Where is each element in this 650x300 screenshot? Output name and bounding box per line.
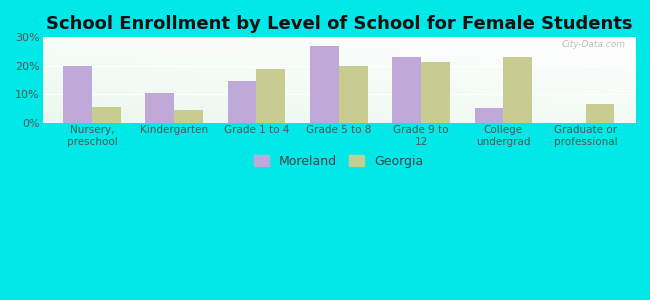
Bar [392, 57, 421, 123]
Legend: Moreland, Georgia: Moreland, Georgia [254, 154, 424, 168]
Text: City-Data.com: City-Data.com [562, 40, 626, 49]
Bar [63, 66, 92, 123]
Bar [586, 104, 614, 123]
Bar [339, 66, 367, 123]
Bar [92, 107, 121, 123]
Title: School Enrollment by Level of School for Female Students: School Enrollment by Level of School for… [46, 15, 632, 33]
Bar [227, 81, 257, 123]
Bar [146, 93, 174, 123]
Bar [421, 61, 450, 123]
Bar [503, 57, 532, 123]
Bar [257, 69, 285, 123]
Bar [310, 46, 339, 123]
Bar [174, 110, 203, 123]
Bar [474, 108, 503, 123]
